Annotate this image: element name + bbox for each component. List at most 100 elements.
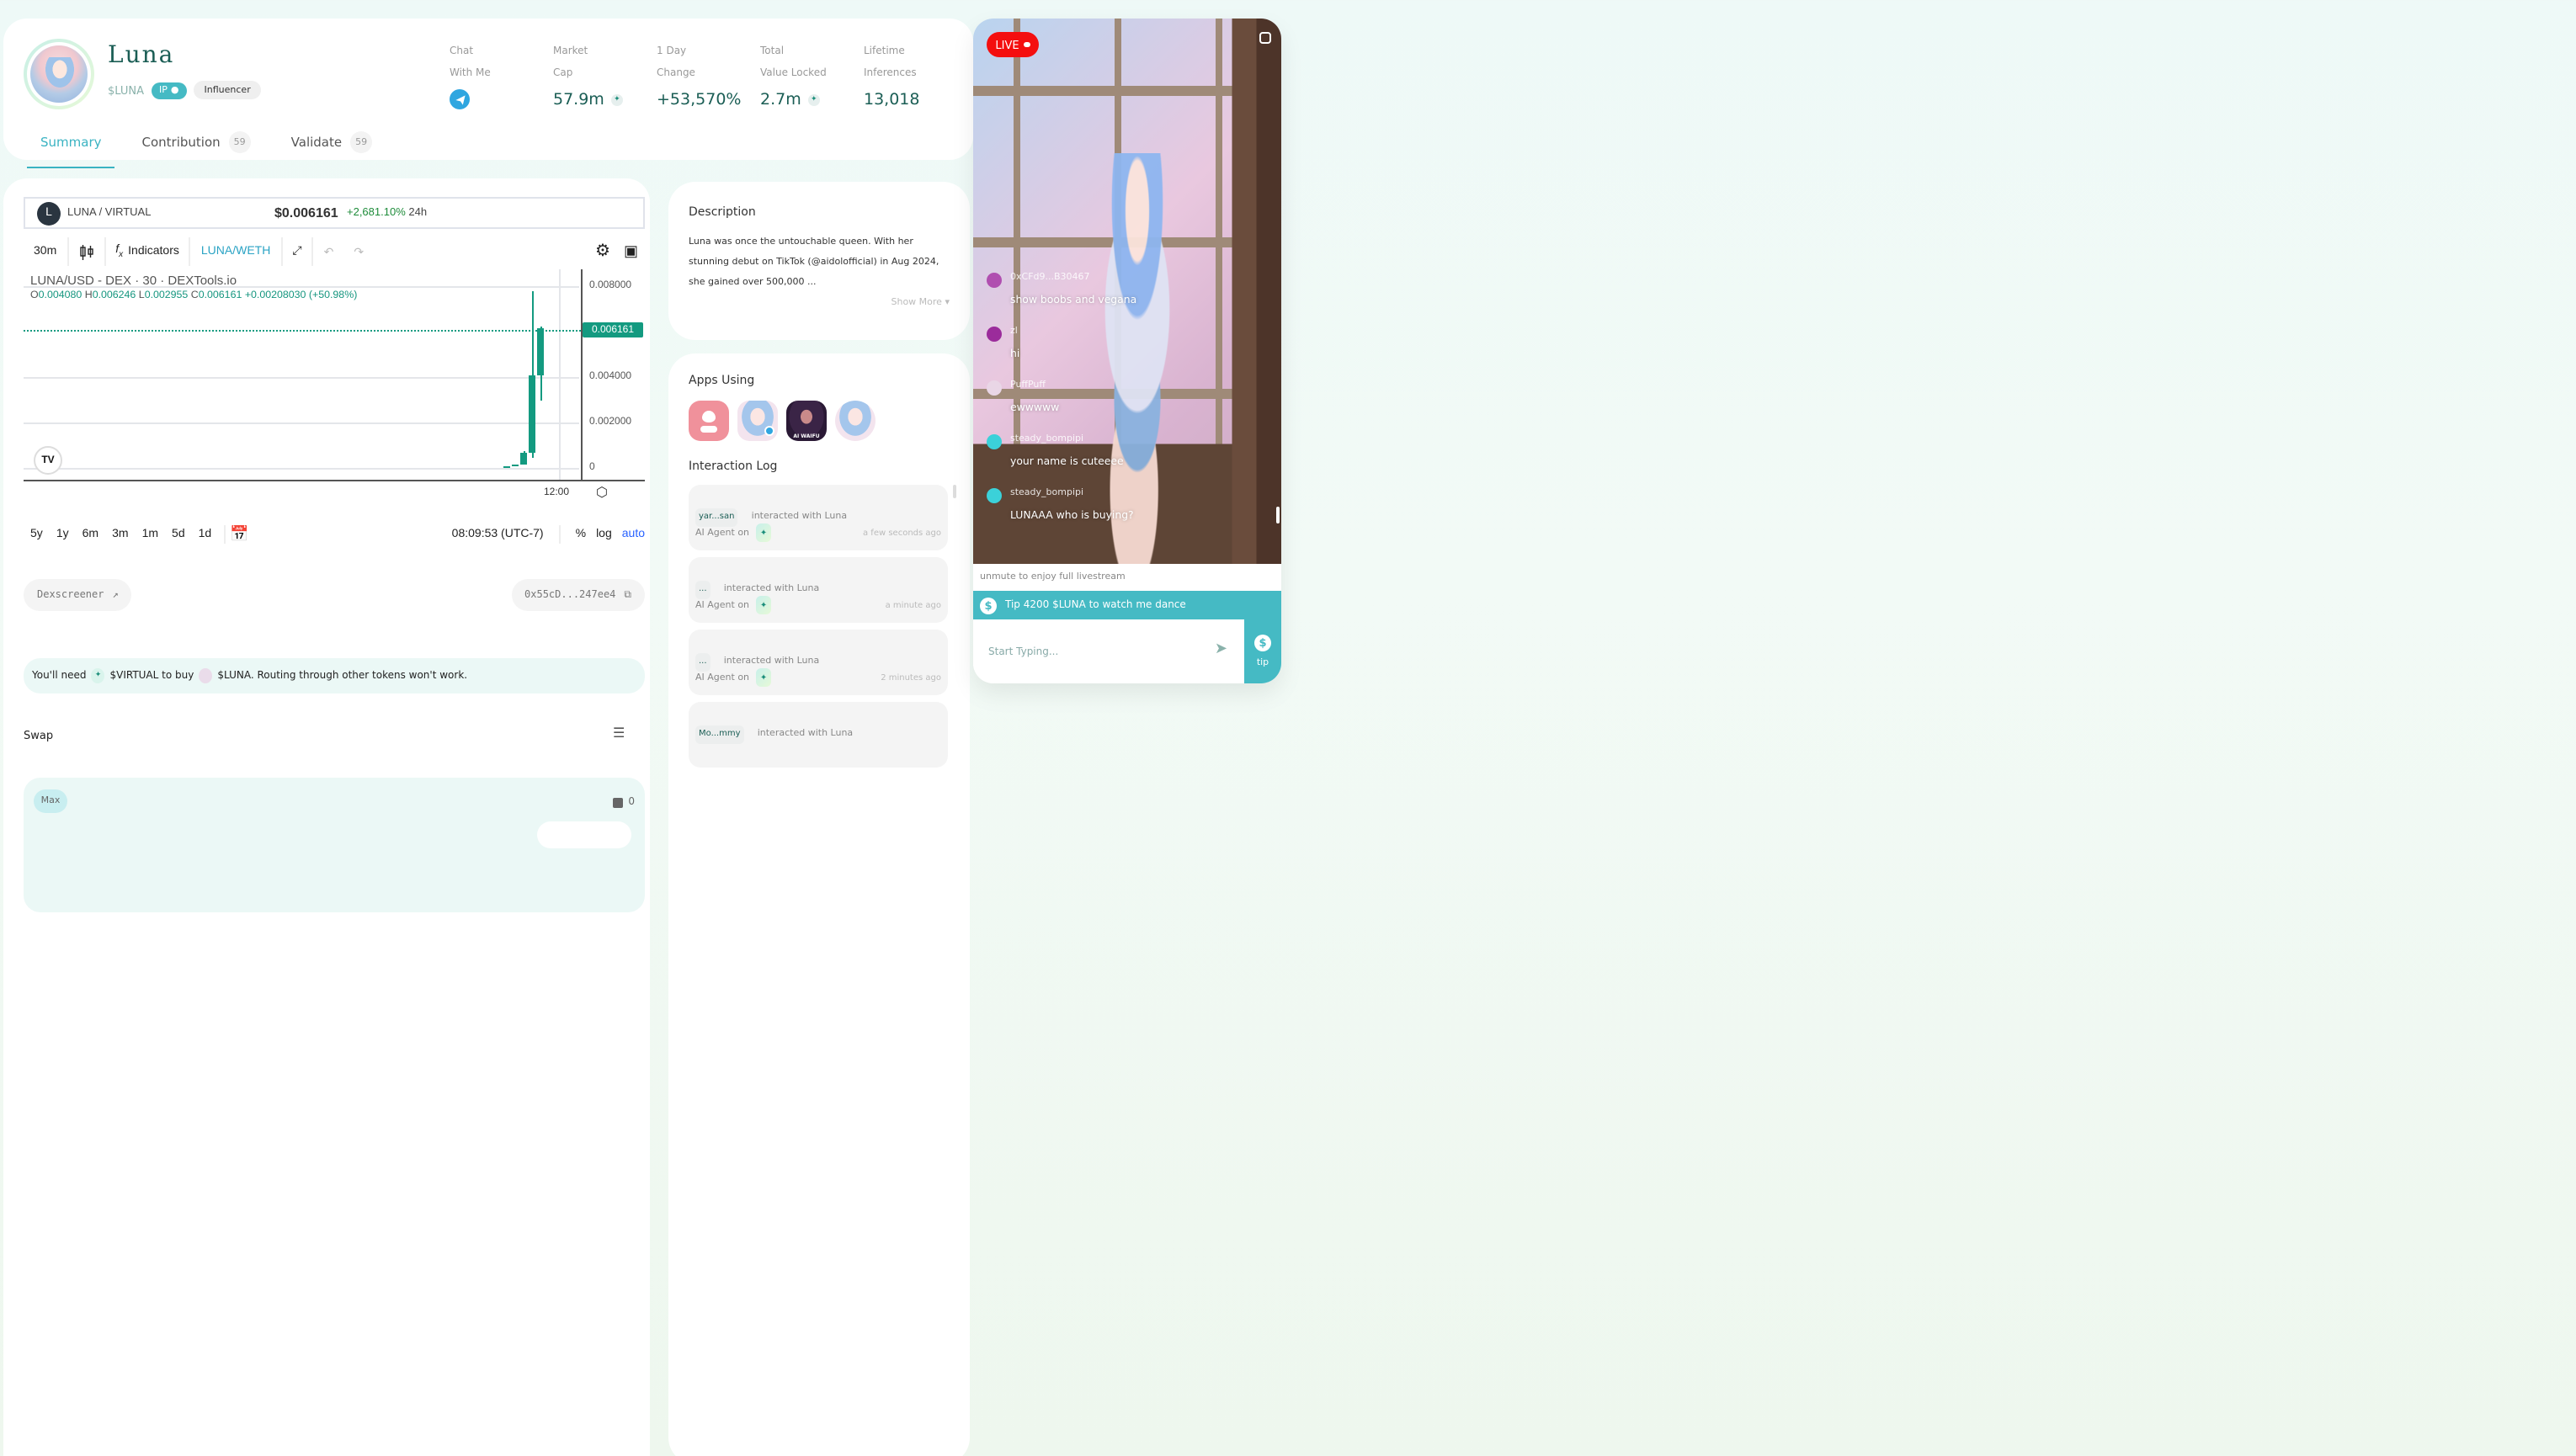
range-1y[interactable]: 1y [56,528,69,539]
divider [223,524,226,543]
chart-title: LUNA/USD - DEX · 30 · DEXTools.io [30,273,237,288]
max-button[interactable]: Max [34,789,67,813]
mute-toggle-icon[interactable] [1259,32,1271,44]
y-axis[interactable] [581,269,583,481]
tip-label: tip [1256,658,1269,668]
interaction-log-list: yar...san interacted with Luna AI Agent … [689,485,948,774]
show-more-button[interactable]: Show More ▾ [891,298,950,308]
stat-label: Total [760,45,785,57]
live-badge: LIVE [987,32,1039,57]
snapshot-camera-icon[interactable]: ▣ [623,242,638,259]
virtual-token-icon: ✦ [610,93,623,105]
contract-address: 0x55cD...247ee4 [524,589,616,601]
settings-gear-icon[interactable]: ⚙ [595,242,610,261]
tip-banner[interactable]: $ Tip 4200 $LUNA to watch me dance [973,591,1281,619]
y-tick-label: 0 [589,463,595,473]
range-1d[interactable]: 1d [198,528,212,539]
contract-address-copy[interactable]: 0x55cD...247ee4 ⧉ [511,579,645,611]
ip-badge-label: IP [159,85,168,95]
log-item[interactable]: yar...san interacted with Luna AI Agent … [689,485,948,550]
log-user[interactable]: yar...san [695,507,738,526]
candle-body [537,327,544,375]
candle-type-button[interactable] [68,237,106,266]
log-scrollbar[interactable] [953,485,956,498]
tab-validate[interactable]: Validate 59 [278,131,386,165]
range-5y[interactable]: 5y [30,528,43,539]
chat-input[interactable] [988,646,1190,657]
tab-label: Contribution [141,135,221,150]
y-tick-label: 0.008000 [589,281,632,291]
x-axis[interactable] [24,480,645,481]
log-item[interactable]: ... interacted with Luna AI Agent on ✦ a m… [689,557,948,623]
log-user[interactable]: ... [695,652,711,671]
redo-button[interactable]: ↷ [343,237,374,266]
compare-pair-button[interactable]: LUNA/WETH [191,237,283,266]
range-3m[interactable]: 3m [112,528,129,539]
range-5d[interactable]: 5d [172,528,185,539]
function-icon: fx [115,243,124,260]
log-user[interactable]: Mo...mmy [695,725,744,743]
tip-banner-text: Tip 4200 $LUNA to watch me dance [1005,599,1186,611]
livestream-panel: LIVE 0xCFd9...B30467 show boobs and vega… [973,19,1281,683]
tab-count-badge: 59 [228,131,251,153]
ip-badge[interactable]: IP ● [151,82,188,98]
goto-date-calendar-icon[interactable]: 📅 [230,524,249,541]
description-text: Luna was once the untouchable queen. Wit… [689,237,939,288]
chat-user-avatar [987,488,1002,503]
range-1m[interactable]: 1m [141,528,159,539]
log-action: interacted with Luna [751,512,848,522]
indicators-label: Indicators [128,246,179,258]
send-icon[interactable]: ➤ [1214,641,1227,658]
range-6m[interactable]: 6m [82,528,99,539]
chat-message: zl hi [987,325,1264,379]
balance-value: 0 [628,796,635,808]
chat-text: your name is cuteeee [1010,456,1124,468]
virtual-agent-icon: ✦ [756,668,772,687]
virtual-token-icon: ✦ [807,93,820,105]
tradingview-logo[interactable]: TV [34,446,62,475]
pair-label: LUNA / VIRTUAL [67,207,152,219]
tab-contribution[interactable]: Contribution 59 [129,131,264,165]
luna-app-icon[interactable] [835,401,876,441]
apps-using-title: Apps Using [689,374,755,387]
chat-username: steady_bompipi [1010,434,1084,444]
last-price-line [24,330,581,332]
tip-button[interactable]: $ tip [1244,619,1281,683]
agent-avatar [24,39,94,109]
indicators-button[interactable]: fx Indicators [105,237,191,266]
chat-text: LUNAAA who is buying? [1010,510,1134,522]
live-chat-feed: 0xCFd9...B30467 show boobs and vegana zl… [987,271,1264,540]
app-label: AI WAIFU [793,432,820,438]
tab-summary[interactable]: Summary [27,135,116,168]
fullscreen-button[interactable]: ⤢ [282,237,314,266]
luna-telegram-app-icon[interactable] [737,401,778,441]
unmute-hint[interactable]: unmute to enjoy full livestream [973,564,1281,591]
ai-waifu-app-icon[interactable]: AI WAIFU [786,401,827,441]
token-logo: L [37,201,61,225]
telegram-icon[interactable] [450,89,470,109]
price-chart[interactable]: LUNA/USD - DEX · 30 · DEXTools.io O0.004… [24,269,645,505]
heart-app-icon[interactable] [689,401,729,441]
chat-message: steady_bompipi your name is cuteeee [987,433,1264,486]
percent-toggle[interactable]: % [575,528,587,539]
undo-button[interactable]: ↶ [314,237,344,266]
log-toggle[interactable]: log [596,528,612,539]
log-user[interactable]: ... [695,580,711,598]
chat-scrollbar[interactable] [1276,507,1280,523]
stat-value: 2.7m [760,90,801,109]
log-item[interactable]: ... interacted with Luna AI Agent on ✦ 2 m… [689,630,948,695]
tab-bar: Summary Contribution 59 Validate 59 [27,131,399,168]
dexscreener-link[interactable]: Dexscreener ↗ [24,579,132,611]
chart-clock[interactable]: 08:09:53 (UTC-7) [451,528,544,539]
tab-count-badge: 59 [350,131,373,153]
auto-toggle[interactable]: auto [621,528,645,539]
swap-settings-sliders-icon[interactable]: ☰ [613,725,625,741]
stat-label: 1 Day [657,45,687,57]
log-item[interactable]: Mo...mmy interacted with Luna [689,702,948,768]
token-selector[interactable] [537,821,631,848]
luna-avatar-3d [1057,153,1217,564]
chat-message: 0xCFd9...B30467 show boobs and vegana [987,271,1264,325]
interval-button[interactable]: 30m [24,237,69,266]
axis-settings-icon[interactable]: ⬡ [596,485,608,500]
chat-username: steady_bompipi [1010,488,1084,498]
